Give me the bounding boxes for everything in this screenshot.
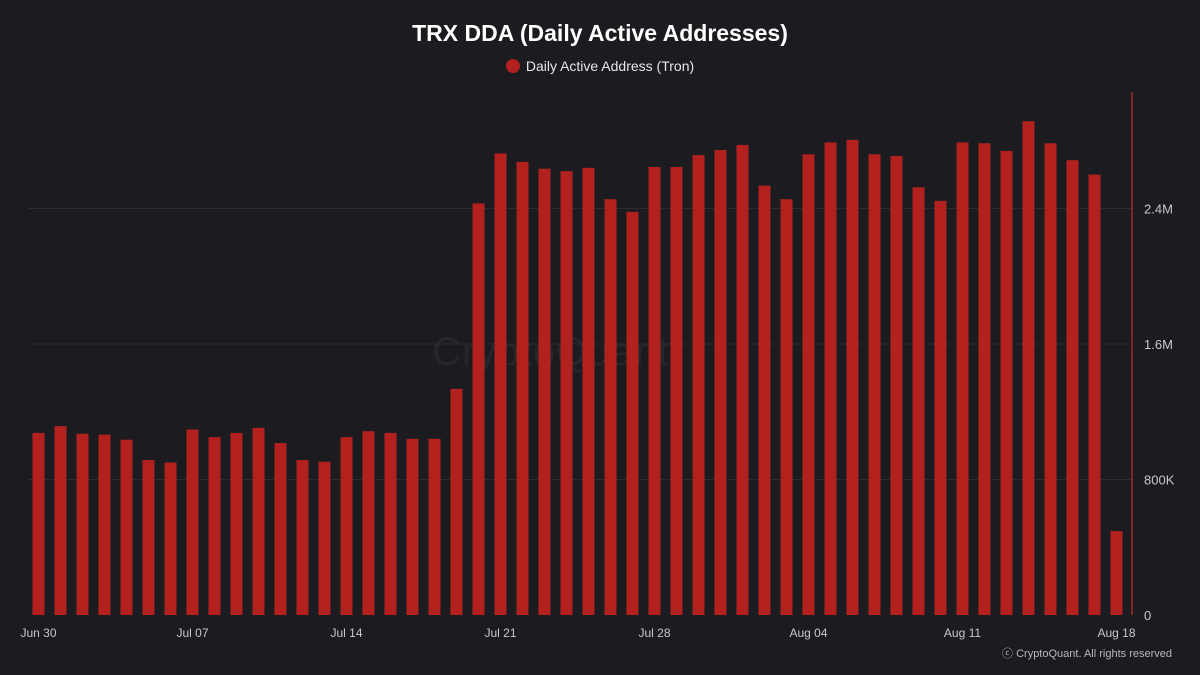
legend-swatch [505,59,520,73]
bar [406,438,419,615]
chart-legend[interactable]: Daily Active Address (Tron) [0,58,1200,74]
bar [1110,531,1123,615]
bar [428,438,441,615]
bar [516,161,529,616]
bar [32,432,45,615]
y-tick-label: 800K [1144,472,1175,487]
bar [274,443,287,615]
x-tick-label: Jul 14 [330,626,362,640]
bar [120,439,133,615]
bar [956,142,969,616]
bar [648,166,661,615]
bar [1088,174,1101,615]
bar [670,166,683,615]
bar [142,460,155,615]
bar [758,185,771,615]
bar [604,199,617,616]
y-tick-label: 1.6M [1144,337,1173,352]
bar [824,142,837,616]
chart-title: TRX DDA (Daily Active Addresses) [412,20,788,46]
bar [340,437,353,615]
bar [362,431,375,615]
bar [846,139,859,615]
bar [384,432,397,615]
bar [472,203,485,615]
bar [802,154,815,615]
bar [494,153,507,616]
bar [1000,150,1013,616]
x-tick-label: Jun 30 [20,626,56,640]
bar [538,168,551,615]
bar [450,388,463,615]
bar [736,144,749,616]
bar [780,199,793,616]
bar [208,437,221,615]
bar [252,427,265,615]
x-tick-label: Aug 11 [944,626,981,640]
bar [54,426,67,615]
x-tick-label: Jul 28 [638,626,670,640]
bar [296,460,309,615]
bar [868,154,881,615]
bar [318,461,331,615]
bar [560,171,573,615]
x-tick-label: Jul 21 [484,626,516,640]
bar [186,429,199,615]
bar [978,143,991,615]
bar [1044,143,1057,615]
legend-label: Daily Active Address (Tron) [525,58,695,74]
bar [76,433,89,615]
y-tick-label: 2.4M [1144,201,1173,216]
bar [692,155,705,615]
x-tick-label: Aug 04 [789,626,827,640]
copyright-footer: ⓒ CryptoQuant. All rights reserved [1002,648,1172,660]
bar [98,434,111,615]
bar [1066,160,1079,615]
bar [934,200,947,615]
x-tick-label: Jul 07 [176,626,208,640]
y-tick-label: 0 [1144,608,1151,623]
bar [626,211,639,615]
bar [714,150,727,615]
bar [164,462,177,615]
x-tick-label: Aug 18 [1097,626,1135,640]
bar [890,155,903,615]
bar [912,187,925,616]
bar [230,432,243,615]
bar [1022,121,1035,615]
bar [582,167,595,616]
